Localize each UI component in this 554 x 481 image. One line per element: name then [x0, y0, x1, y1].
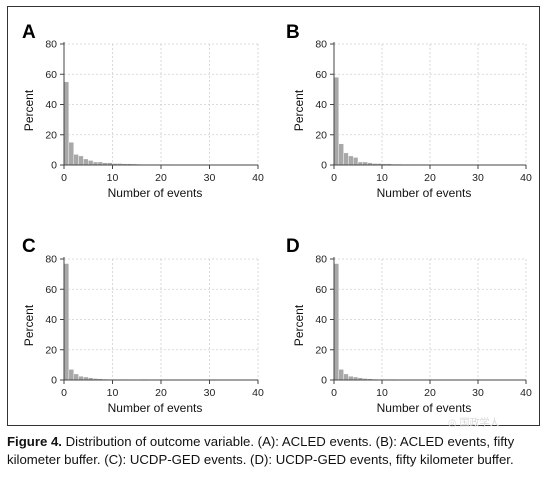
histogram-bar	[343, 373, 349, 381]
chart-panel-b: 0 20 40 60 80 0 10 20 30 40 Number of events Percen…	[286, 22, 532, 200]
x-tick-label: 20	[155, 387, 167, 399]
x-axis-title: Number of events	[377, 186, 472, 200]
y-tick-label: 0	[321, 375, 327, 387]
x-tick-label: 20	[424, 387, 436, 399]
y-tick-label: 40	[315, 99, 327, 111]
histogram-bar	[333, 77, 340, 166]
x-tick-label: 30	[204, 387, 216, 399]
x-axis-title: Number of events	[108, 401, 203, 415]
histogram-bar	[73, 373, 79, 381]
panel-label: A	[22, 22, 36, 43]
figure-panels: 0 20 40 60 80 0 10 20 30 40 Number of events Percen…	[22, 22, 532, 415]
y-axis-title: Percent	[22, 89, 36, 131]
histogram-bar	[338, 143, 344, 166]
histogram-bar	[343, 152, 349, 166]
histogram-bar	[68, 369, 74, 381]
y-tick-label: 60	[315, 284, 327, 296]
y-tick-label: 80	[45, 39, 57, 51]
x-axis-title: Number of events	[377, 401, 472, 415]
figure-caption: Figure 4. Distribution of outcome variab…	[7, 433, 547, 469]
y-axis-title: Percent	[292, 89, 306, 131]
y-tick-label: 60	[45, 284, 57, 296]
x-tick-label: 10	[376, 172, 388, 184]
y-tick-label: 60	[45, 69, 57, 81]
chart-panel-a: 0 20 40 60 80 0 10 20 30 40 Number of events Percen…	[22, 22, 264, 200]
y-tick-label: 0	[51, 160, 57, 172]
x-tick-label: 0	[331, 387, 337, 399]
x-tick-label: 40	[520, 387, 532, 399]
y-tick-label: 80	[45, 254, 57, 266]
y-tick-label: 40	[315, 314, 327, 326]
x-tick-label: 20	[424, 172, 436, 184]
x-tick-label: 40	[252, 387, 264, 399]
histogram-bar	[338, 369, 344, 381]
y-tick-label: 40	[45, 314, 57, 326]
y-tick-label: 0	[51, 375, 57, 387]
y-tick-label: 80	[315, 39, 327, 51]
y-axis-title: Percent	[292, 304, 306, 346]
panel-label: D	[286, 236, 300, 257]
y-tick-label: 80	[315, 254, 327, 266]
watermark-logo: ◎ 国政学人	[448, 418, 500, 429]
histogram-bar	[73, 154, 79, 166]
chart-panel-d: 0 20 40 60 80 0 10 20 30 40 Number of events Percen…	[286, 236, 532, 415]
histogram-bar	[83, 158, 89, 166]
x-tick-label: 30	[204, 172, 216, 184]
histogram-bar	[353, 157, 359, 166]
chart-panel-c: 0 20 40 60 80 0 10 20 30 40 Number of events Percen…	[22, 236, 264, 415]
x-tick-label: 40	[252, 172, 264, 184]
x-tick-label: 30	[472, 387, 484, 399]
histogram-bar	[88, 160, 94, 166]
x-tick-label: 40	[520, 172, 532, 184]
y-tick-label: 20	[45, 344, 57, 356]
caption-label: Figure 4.	[7, 434, 62, 449]
x-tick-label: 10	[107, 172, 119, 184]
y-tick-label: 20	[45, 129, 57, 141]
x-tick-label: 0	[61, 387, 67, 399]
x-tick-label: 10	[376, 387, 388, 399]
histogram-bar	[68, 142, 74, 166]
histogram-bar	[333, 263, 340, 381]
x-tick-label: 30	[472, 172, 484, 184]
y-tick-label: 0	[321, 160, 327, 172]
histogram-bar	[63, 263, 70, 381]
y-tick-label: 20	[315, 344, 327, 356]
y-axis-title: Percent	[22, 304, 36, 346]
histogram-bar	[63, 81, 70, 166]
x-tick-label: 0	[61, 172, 67, 184]
y-tick-label: 60	[315, 69, 327, 81]
panel-label: B	[286, 22, 300, 43]
histogram-bar	[348, 376, 354, 381]
y-tick-label: 40	[45, 99, 57, 111]
histogram-bar	[78, 376, 84, 381]
x-axis-title: Number of events	[108, 186, 203, 200]
x-tick-label: 0	[331, 172, 337, 184]
panel-label: C	[22, 236, 36, 257]
x-tick-label: 10	[107, 387, 119, 399]
caption-text: Distribution of outcome variable. (A): A…	[7, 434, 515, 467]
x-tick-label: 20	[155, 172, 167, 184]
histogram-bar	[348, 155, 354, 166]
y-tick-label: 20	[315, 129, 327, 141]
figure-frame	[7, 6, 540, 426]
histogram-bar	[78, 155, 84, 166]
